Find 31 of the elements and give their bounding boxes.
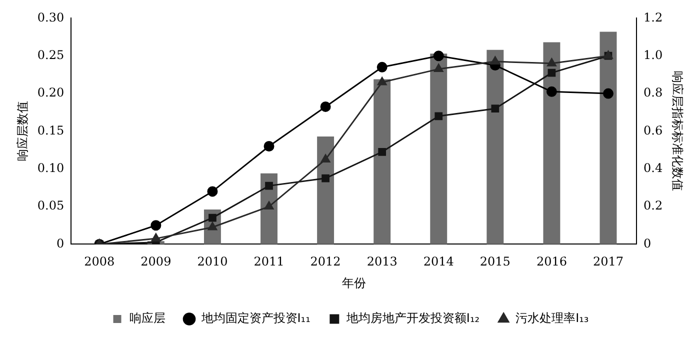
y2-tick-label: 0.6 <box>644 123 663 138</box>
x-tick-label: 2009 <box>140 254 172 269</box>
y2-axis-title: 响应层指标标准化数值 <box>670 71 685 192</box>
x-tick-label: 2010 <box>197 254 228 269</box>
y-tick-label: 0.15 <box>37 123 64 138</box>
legend-label: 污水处理率I₁₃ <box>516 311 589 326</box>
y-tick-label: 0.10 <box>37 160 64 175</box>
y2-tick-label: 0.4 <box>644 160 663 175</box>
x-tick-label: 2013 <box>366 254 398 269</box>
y-tick-label: 0.20 <box>37 86 64 100</box>
legend-label: 地均房地产开发投资额I₁₂ <box>345 311 480 326</box>
y2-tick-label: 0 <box>644 236 652 250</box>
y2-tick-label: 0.2 <box>644 198 663 213</box>
x-tick-label: 2012 <box>310 254 341 269</box>
legend-label: 响应层 <box>129 311 166 326</box>
x-tick-label: 2016 <box>536 254 567 269</box>
y-tick-label: 0 <box>56 236 64 250</box>
y-tick-label: 0.05 <box>37 198 64 213</box>
y-tick-label: 0.30 <box>37 10 64 24</box>
y-tick-label: 0.25 <box>37 48 64 62</box>
x-tick-label: 2015 <box>480 254 510 269</box>
y2-tick-label: 1.0 <box>644 48 663 62</box>
x-tick-label: 2008 <box>84 254 115 269</box>
y-axis-title: 响应层数值 <box>15 101 30 162</box>
x-axis-title: 年份 <box>342 276 366 290</box>
x-tick-label: 2011 <box>254 254 284 269</box>
x-tick-label: 2017 <box>592 254 624 269</box>
y2-tick-label: 1.2 <box>644 10 663 24</box>
legend-label: 地均固定资产投资I₁₁ <box>200 311 311 326</box>
x-tick-label: 2014 <box>423 254 454 269</box>
y2-tick-label: 0.8 <box>644 86 663 100</box>
